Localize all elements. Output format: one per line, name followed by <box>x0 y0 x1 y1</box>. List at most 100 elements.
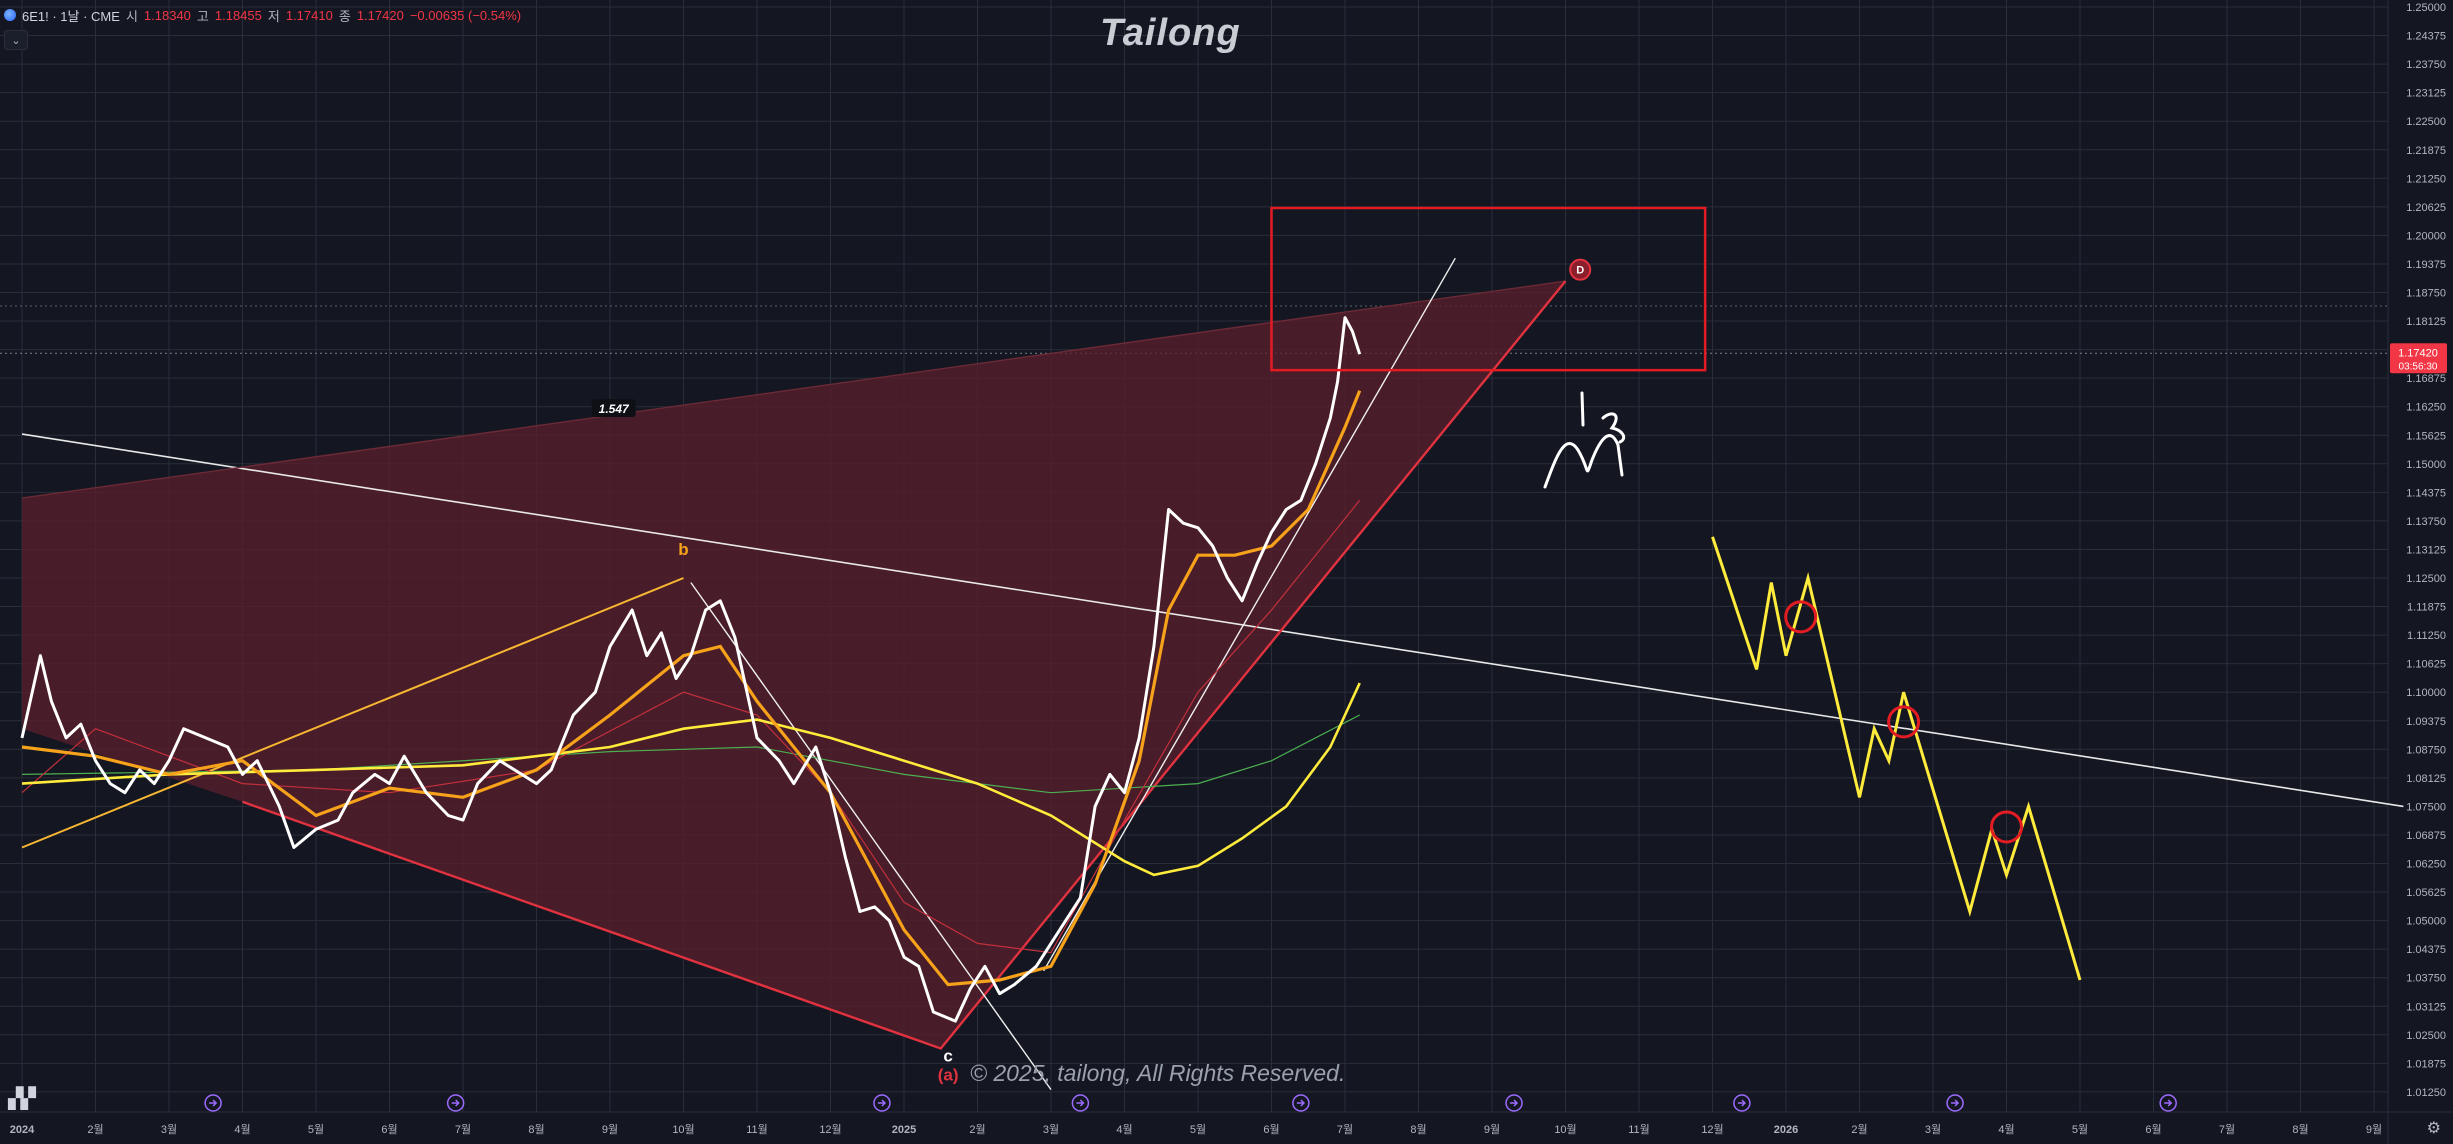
y-tick-label: 1.18125 <box>2406 316 2446 328</box>
target-box <box>1270 206 1707 372</box>
y-tick-label: 1.13125 <box>2406 544 2446 556</box>
arrow-event-glyph <box>451 1099 460 1107</box>
x-tick-label: 11월 <box>746 1123 768 1136</box>
wave-label: (a) <box>938 1065 959 1084</box>
y-tick-label: 1.10625 <box>2406 659 2446 671</box>
close-label: 종 <box>338 8 351 24</box>
b-to-c-line <box>690 582 1052 1091</box>
moving-average-green <box>21 714 1360 794</box>
trend-fan-line <box>1043 257 1456 972</box>
y-tick-label: 1.21250 <box>2406 173 2446 185</box>
x-tick-label: 2월 <box>969 1123 985 1136</box>
x-tick-label: 4월 <box>1998 1123 2014 1136</box>
close-value: 1.17420 <box>356 7 404 23</box>
wedge-line <box>21 577 684 849</box>
handwritten-annotation <box>1543 391 1626 489</box>
copyright-text: © 2025, tailong, All Rights Reserved. <box>970 1060 1346 1086</box>
y-tick-label: 1.12500 <box>2406 573 2446 585</box>
y-tick-label: 1.18750 <box>2406 288 2446 300</box>
x-tick-label: 6월 <box>381 1123 397 1136</box>
x-tick-label: 4월 <box>234 1123 250 1136</box>
arrow-event-glyph <box>877 1099 887 1107</box>
open-label: 시 <box>125 8 138 24</box>
tradingview-logo-icon[interactable]: ▞▞ <box>8 1088 36 1110</box>
x-tick-label: 12월 <box>819 1123 841 1136</box>
y-tick-label: 1.06875 <box>2406 830 2446 842</box>
y-tick-label: 1.20625 <box>2406 202 2446 214</box>
x-tick-label: 10월 <box>672 1123 694 1136</box>
arrow-event-glyph <box>1737 1099 1746 1107</box>
last-price-tag <box>2390 343 2447 374</box>
y-tick-label: 1.23125 <box>2406 88 2446 100</box>
symbol-legend: 6E1! · 1날 · CME 시 1.18340 고 1.18455 저 1.174… <box>0 0 521 30</box>
y-tick-label: 1.15000 <box>2406 459 2446 471</box>
y-tick-label: 1.11250 <box>2407 630 2446 642</box>
pattern-lower-line <box>242 280 1567 1050</box>
x-tick-label: 2026 <box>1774 1124 1798 1136</box>
y-tick-label: 1.08125 <box>2406 773 2446 785</box>
wave-label-d: D <box>1576 265 1584 277</box>
arrow-event-glyph <box>1076 1099 1085 1107</box>
chevron-down-icon[interactable]: ⌄ <box>4 30 28 50</box>
x-tick-label: 6월 <box>1263 1123 1279 1136</box>
bar-countdown: 03:56:30 <box>2399 361 2438 372</box>
y-tick-label: 1.21875 <box>2406 145 2446 157</box>
y-tick-label: 1.09375 <box>2406 716 2446 728</box>
y-tick-label: 1.03125 <box>2406 1001 2446 1013</box>
y-tick-label: 1.08750 <box>2406 744 2446 756</box>
x-tick-label: 3월 <box>161 1123 177 1136</box>
moving-average-yellow <box>21 682 1361 877</box>
y-tick-label: 1.19375 <box>2406 259 2446 271</box>
x-tick-label: 8월 <box>1410 1123 1426 1136</box>
wave-d-marker <box>1569 258 1592 281</box>
x-tick-label: 7월 <box>455 1123 471 1136</box>
low-label: 저 <box>267 8 280 24</box>
y-tick-label: 1.11875 <box>2407 602 2446 614</box>
y-tick-label: 1.25000 <box>2406 2 2446 14</box>
y-tick-label: 1.01875 <box>2406 1058 2446 1070</box>
long-trend-line <box>21 433 2404 808</box>
low-value: 1.17410 <box>285 7 333 23</box>
moving-average-orange <box>21 390 1362 987</box>
y-tick-label: 1.05625 <box>2406 887 2446 899</box>
x-tick-label: 4월 <box>1116 1123 1132 1136</box>
x-tick-label: 8월 <box>528 1123 544 1136</box>
x-tick-label: 9월 <box>2366 1123 2382 1136</box>
y-tick-label: 1.20000 <box>2406 230 2446 242</box>
y-tick-label: 1.15625 <box>2406 430 2446 442</box>
x-tick-label: 8월 <box>2292 1123 2308 1136</box>
y-tick-label: 1.02500 <box>2406 1030 2446 1042</box>
x-tick-label: 2월 <box>87 1123 103 1136</box>
x-tick-label: 12월 <box>1701 1123 1723 1136</box>
symbol-name[interactable]: 6E1! · 1날 · CME <box>22 8 120 24</box>
x-tick-label: 2024 <box>10 1124 35 1136</box>
pattern-upper-line <box>21 280 1566 499</box>
x-tick-label: 7월 <box>2219 1123 2235 1136</box>
x-tick-label: 2월 <box>1851 1123 1867 1136</box>
high-label: 고 <box>196 8 209 24</box>
arrow-event-glyph <box>2164 1099 2173 1107</box>
y-tick-label: 1.05000 <box>2406 916 2446 928</box>
last-price-value: 1.17420 <box>2398 347 2438 359</box>
y-tick-label: 1.10000 <box>2406 687 2446 699</box>
time-axis: 2024 2월 3월 4월 5월 6월 7월 8월 9월 10월 11월 12월 2025 2월 3월 4월 5… <box>10 1123 2382 1136</box>
y-tick-label: 1.14375 <box>2406 487 2446 499</box>
wave-label: b <box>678 540 688 559</box>
x-tick-label: 9월 <box>1484 1123 1500 1136</box>
change-value: −0.00635 (−0.54%) <box>409 7 522 23</box>
x-tick-label: 3월 <box>1925 1123 1941 1136</box>
watermark-title: Tailong <box>1100 12 1241 54</box>
projection-path <box>1711 536 2082 981</box>
x-tick-label: 7월 <box>1337 1123 1353 1136</box>
gear-icon[interactable]: ⚙ <box>2426 1120 2441 1137</box>
symbol-logo-icon <box>4 9 16 21</box>
x-tick-label: 5월 <box>2072 1123 2088 1136</box>
y-tick-label: 1.16250 <box>2406 402 2446 414</box>
x-tick-label: 11월 <box>1628 1123 1650 1136</box>
x-tick-label: 5월 <box>308 1123 324 1136</box>
y-tick-label: 1.07500 <box>2406 801 2446 813</box>
y-tick-label: 1.16875 <box>2406 373 2446 385</box>
y-tick-label: 1.06250 <box>2406 859 2446 871</box>
x-tick-label: 2025 <box>892 1124 916 1136</box>
